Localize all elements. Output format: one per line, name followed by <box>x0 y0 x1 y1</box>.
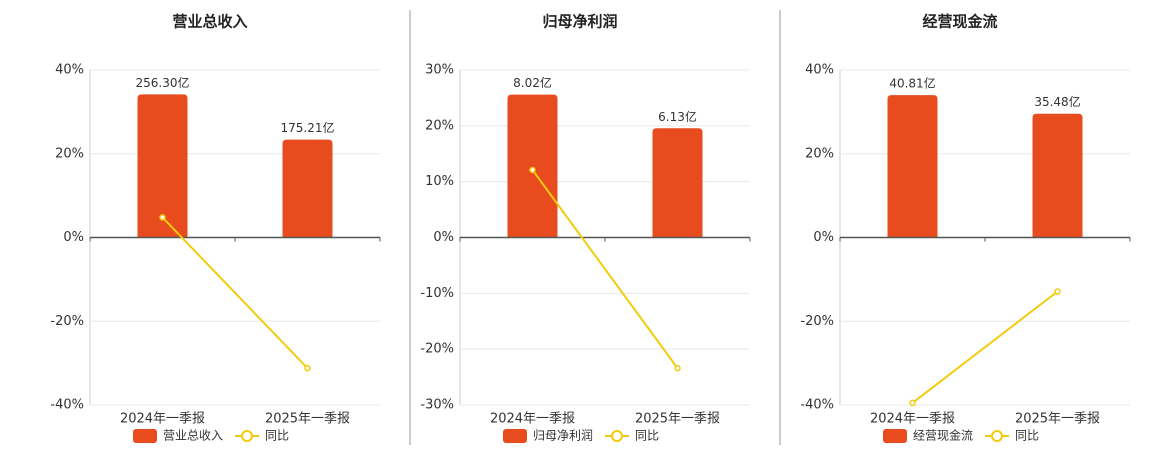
chart-title: 营业总收入 <box>172 13 247 31</box>
legend-label: 同比 <box>1015 429 1039 443</box>
bar <box>887 95 938 238</box>
x-tick-label: 2024年一季报 <box>870 412 955 427</box>
x-tick-label: 2025年一季报 <box>265 412 350 427</box>
y-tick-label: 0% <box>63 230 84 245</box>
value-label: 8.02亿 <box>513 75 552 90</box>
legend-swatch <box>133 429 157 443</box>
y-tick-label: 10% <box>425 174 454 189</box>
legend-label: 归母净利润 <box>533 429 593 443</box>
legend-swatch <box>611 430 624 442</box>
legend-label: 营业总收入 <box>163 429 223 443</box>
bar <box>282 139 333 238</box>
y-tick-label: 0% <box>813 230 834 245</box>
y-tick-label: 0% <box>433 230 454 245</box>
line-point <box>909 399 916 407</box>
value-label: 175.21亿 <box>281 120 335 135</box>
y-tick-label: 40% <box>55 63 84 78</box>
legend-label: 同比 <box>635 429 659 443</box>
y-tick-label: -20% <box>800 314 834 329</box>
y-tick-label: 30% <box>425 63 454 78</box>
y-tick-label: -40% <box>800 398 834 413</box>
line <box>911 290 1059 404</box>
y-tick-label: 40% <box>805 63 834 78</box>
line-point <box>304 364 311 372</box>
chart-title: 归母净利润 <box>542 13 617 31</box>
x-tick-label: 2025年一季报 <box>635 412 720 427</box>
bar <box>507 94 558 238</box>
value-label: 35.48亿 <box>1034 94 1080 109</box>
bar <box>652 128 703 238</box>
legend-swatch <box>503 429 527 443</box>
line-point <box>529 166 536 174</box>
legend-swatch <box>883 429 907 443</box>
legend-label: 经营现金流 <box>913 428 973 443</box>
line-point <box>1054 288 1061 295</box>
legend-swatch <box>991 430 1004 442</box>
y-tick-label: -20% <box>420 342 454 357</box>
value-label: 256.30亿 <box>136 75 190 90</box>
value-label: 40.81亿 <box>889 76 935 91</box>
y-tick-label: 20% <box>55 146 84 161</box>
bar <box>1032 113 1083 238</box>
y-tick-label: -40% <box>50 398 84 413</box>
y-tick-label: -10% <box>420 286 454 301</box>
x-tick-label: 2024年一季报 <box>490 412 575 427</box>
y-tick-label: -30% <box>420 398 454 413</box>
line <box>161 216 309 369</box>
legend-label: 同比 <box>265 429 289 443</box>
line-point <box>674 364 681 372</box>
bar <box>137 94 188 238</box>
value-label: 6.13亿 <box>658 109 697 124</box>
x-tick-label: 2025年一季报 <box>1015 412 1100 427</box>
y-tick-label: 20% <box>425 118 454 133</box>
chart-title: 经营现金流 <box>922 13 997 31</box>
line <box>531 169 679 369</box>
line-point <box>159 214 166 221</box>
y-tick-label: -20% <box>50 314 84 329</box>
y-tick-label: 20% <box>805 146 834 161</box>
legend-swatch <box>241 430 254 442</box>
x-tick-label: 2024年一季报 <box>120 412 205 427</box>
